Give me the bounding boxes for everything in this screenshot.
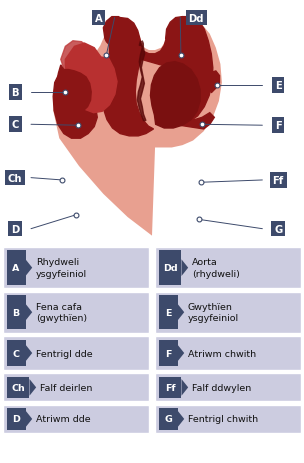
Polygon shape — [181, 379, 188, 396]
Text: Falf deirlen: Falf deirlen — [40, 383, 92, 392]
FancyBboxPatch shape — [3, 405, 149, 433]
FancyBboxPatch shape — [7, 340, 26, 367]
Text: G: G — [164, 414, 172, 424]
Text: Gwythïen
ysgyfeiniol: Gwythïen ysgyfeiniol — [188, 302, 239, 323]
FancyBboxPatch shape — [7, 377, 29, 398]
Polygon shape — [137, 42, 146, 121]
FancyBboxPatch shape — [155, 248, 301, 288]
Polygon shape — [150, 63, 200, 129]
Polygon shape — [65, 44, 117, 113]
Polygon shape — [181, 260, 188, 276]
Text: E: E — [165, 308, 171, 317]
FancyBboxPatch shape — [159, 377, 181, 398]
Text: Atriwm dde: Atriwm dde — [36, 414, 91, 424]
FancyBboxPatch shape — [159, 251, 181, 285]
Polygon shape — [166, 18, 201, 56]
Polygon shape — [104, 18, 214, 137]
Text: Dd: Dd — [188, 13, 204, 24]
FancyBboxPatch shape — [3, 248, 149, 288]
Text: Ch: Ch — [11, 383, 25, 392]
Polygon shape — [53, 72, 97, 139]
FancyBboxPatch shape — [155, 405, 301, 433]
FancyBboxPatch shape — [155, 337, 301, 370]
Polygon shape — [61, 42, 98, 96]
Text: E: E — [275, 81, 282, 91]
Text: C: C — [12, 349, 20, 358]
Polygon shape — [53, 19, 222, 236]
Polygon shape — [207, 72, 219, 94]
Polygon shape — [26, 345, 32, 362]
Polygon shape — [103, 18, 130, 51]
Text: Ff: Ff — [165, 383, 175, 392]
Text: F: F — [165, 349, 171, 358]
FancyBboxPatch shape — [3, 374, 149, 401]
FancyBboxPatch shape — [3, 292, 149, 333]
Text: Fentrigl dde: Fentrigl dde — [36, 349, 92, 358]
Text: Aorta
(rhydweli): Aorta (rhydweli) — [192, 258, 240, 278]
Polygon shape — [57, 66, 91, 113]
FancyBboxPatch shape — [155, 374, 301, 401]
Text: Rhydweli
ysgyfeiniol: Rhydweli ysgyfeiniol — [36, 258, 87, 278]
Text: Fena cafa
(gwythïen): Fena cafa (gwythïen) — [36, 302, 87, 323]
Text: Fentrigl chwith: Fentrigl chwith — [188, 414, 258, 424]
Text: G: G — [274, 224, 282, 234]
FancyBboxPatch shape — [159, 408, 178, 430]
Polygon shape — [26, 411, 32, 427]
FancyBboxPatch shape — [159, 295, 178, 330]
Text: A: A — [95, 13, 103, 24]
Polygon shape — [178, 411, 184, 427]
Polygon shape — [178, 304, 184, 321]
Text: D: D — [11, 224, 19, 234]
FancyBboxPatch shape — [7, 408, 26, 430]
Text: Ch: Ch — [8, 173, 22, 183]
Text: A: A — [12, 263, 20, 273]
FancyBboxPatch shape — [7, 295, 26, 330]
FancyBboxPatch shape — [3, 337, 149, 370]
Polygon shape — [26, 260, 32, 276]
Text: Ff: Ff — [272, 175, 284, 186]
Text: Falf ddwylen: Falf ddwylen — [192, 383, 251, 392]
Polygon shape — [29, 379, 36, 396]
FancyBboxPatch shape — [7, 251, 26, 285]
Text: Atriwm chwith: Atriwm chwith — [188, 349, 256, 358]
Text: C: C — [12, 120, 19, 130]
Text: F: F — [275, 121, 282, 131]
Text: D: D — [12, 414, 20, 424]
FancyBboxPatch shape — [159, 340, 178, 367]
Polygon shape — [178, 345, 184, 362]
Text: Dd: Dd — [163, 263, 178, 273]
Text: B: B — [12, 88, 19, 98]
FancyBboxPatch shape — [155, 292, 301, 333]
Text: B: B — [12, 308, 20, 317]
Polygon shape — [26, 304, 32, 321]
